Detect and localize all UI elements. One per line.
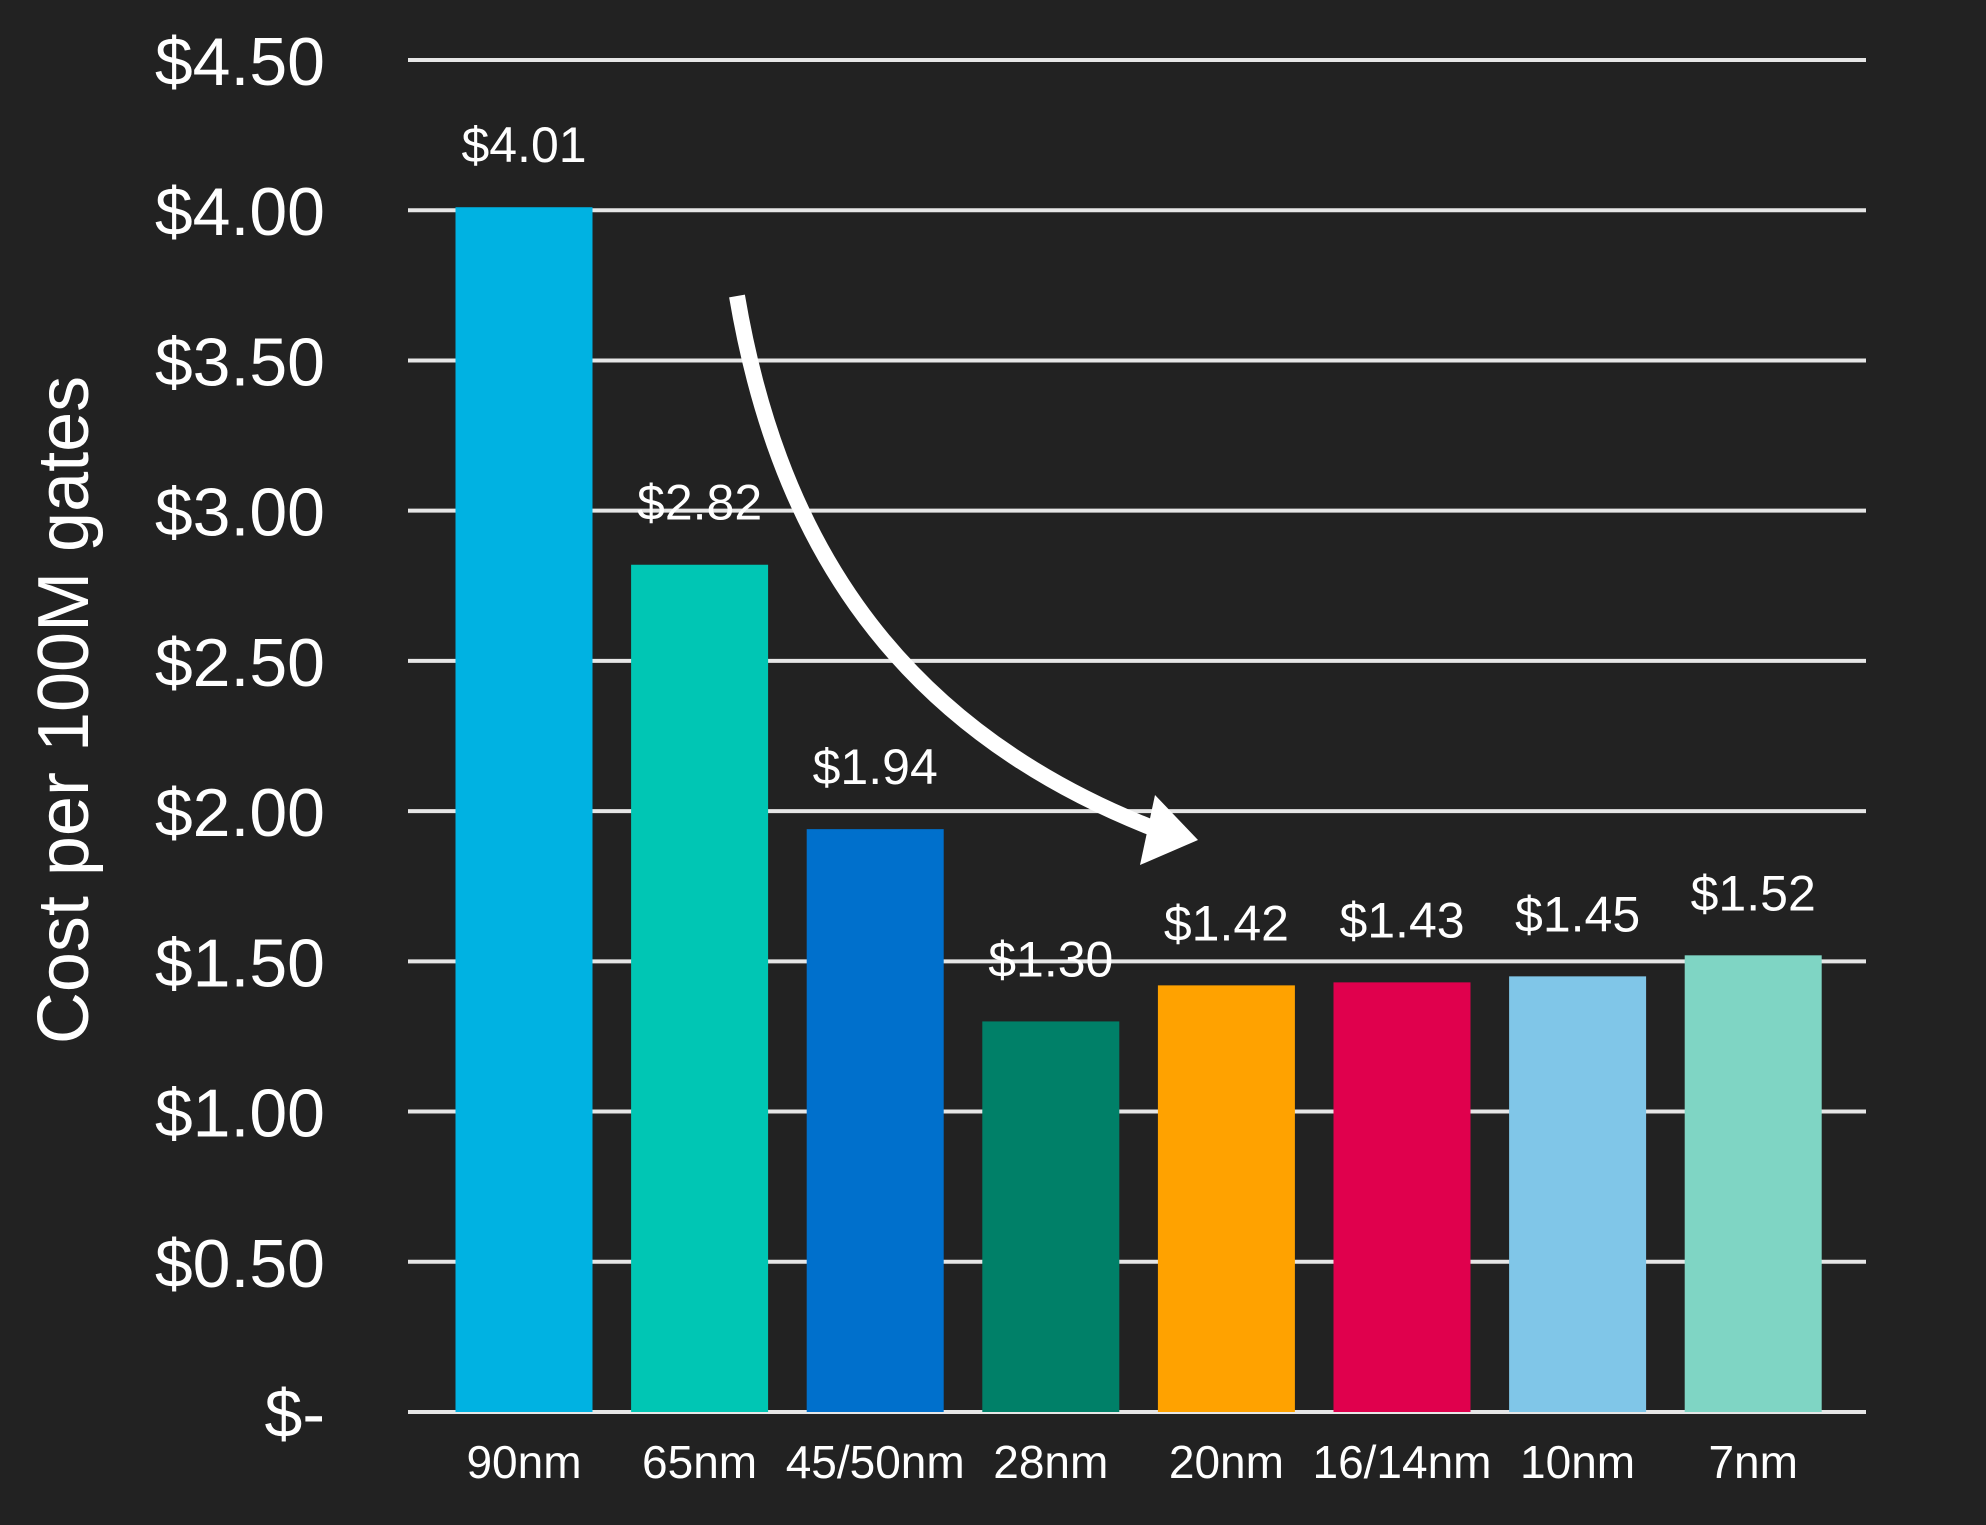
data-label: $2.82 bbox=[637, 475, 762, 531]
data-label: $1.43 bbox=[1339, 892, 1464, 948]
bars bbox=[455, 207, 1822, 1412]
y-tick-label: $1.00 bbox=[155, 1076, 325, 1152]
bar-20nm bbox=[1157, 985, 1295, 1412]
y-tick-label: $4.00 bbox=[155, 174, 325, 250]
y-tick-label: $0.50 bbox=[155, 1226, 325, 1302]
data-label: $4.01 bbox=[461, 117, 586, 173]
y-tick-label: $2.00 bbox=[155, 775, 325, 851]
data-label: $1.94 bbox=[813, 739, 938, 795]
y-axis-label: Cost per 100M gates bbox=[24, 376, 104, 1044]
bar-16-14nm bbox=[1333, 982, 1471, 1412]
bar-45-50nm bbox=[806, 829, 944, 1412]
data-label: $1.45 bbox=[1515, 886, 1640, 942]
x-tick-label: 20nm bbox=[1169, 1436, 1284, 1488]
trend-arrow bbox=[729, 294, 1198, 865]
bar-7nm bbox=[1684, 955, 1822, 1412]
y-tick-label: $3.50 bbox=[155, 324, 325, 400]
y-tick-label: $- bbox=[265, 1376, 325, 1452]
x-tick-label: 7nm bbox=[1708, 1436, 1797, 1488]
data-label: $1.30 bbox=[988, 931, 1113, 987]
x-axis-tick-labels: 90nm 65nm 45/50nm 28nm 20nm 16/14nm 10nm 7nm bbox=[466, 1436, 1797, 1488]
x-tick-label: 45/50nm bbox=[786, 1436, 965, 1488]
trend-arrow-head bbox=[1140, 795, 1198, 865]
bar-90nm bbox=[455, 207, 593, 1412]
y-tick-label: $4.50 bbox=[155, 24, 325, 100]
y-axis-tick-labels: $- $0.50 $1.00 $1.50 $2.00 $2.50 $3.00 $3.50 $4.… bbox=[155, 24, 325, 1452]
x-tick-label: 10nm bbox=[1520, 1436, 1635, 1488]
y-tick-label: $2.50 bbox=[155, 625, 325, 701]
bar-10nm bbox=[1509, 976, 1647, 1412]
x-tick-label: 16/14nm bbox=[1312, 1436, 1491, 1488]
x-tick-label: 90nm bbox=[466, 1436, 581, 1488]
trend-arrow-shaft bbox=[729, 294, 1153, 835]
y-tick-label: $1.50 bbox=[155, 925, 325, 1001]
data-label: $1.52 bbox=[1691, 865, 1816, 921]
y-tick-label: $3.00 bbox=[155, 475, 325, 551]
x-tick-label: 65nm bbox=[642, 1436, 757, 1488]
bar-65nm bbox=[631, 564, 769, 1412]
data-labels: $4.01 $2.82 $1.94 $1.30 $1.42 $1.43 $1.45 $1.52 bbox=[461, 117, 1815, 987]
bar-28nm bbox=[982, 1021, 1120, 1412]
x-tick-label: 28nm bbox=[993, 1436, 1108, 1488]
data-label: $1.42 bbox=[1164, 895, 1289, 951]
